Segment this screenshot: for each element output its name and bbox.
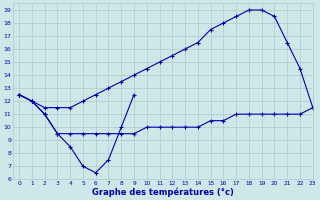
X-axis label: Graphe des températures (°c): Graphe des températures (°c): [92, 187, 234, 197]
